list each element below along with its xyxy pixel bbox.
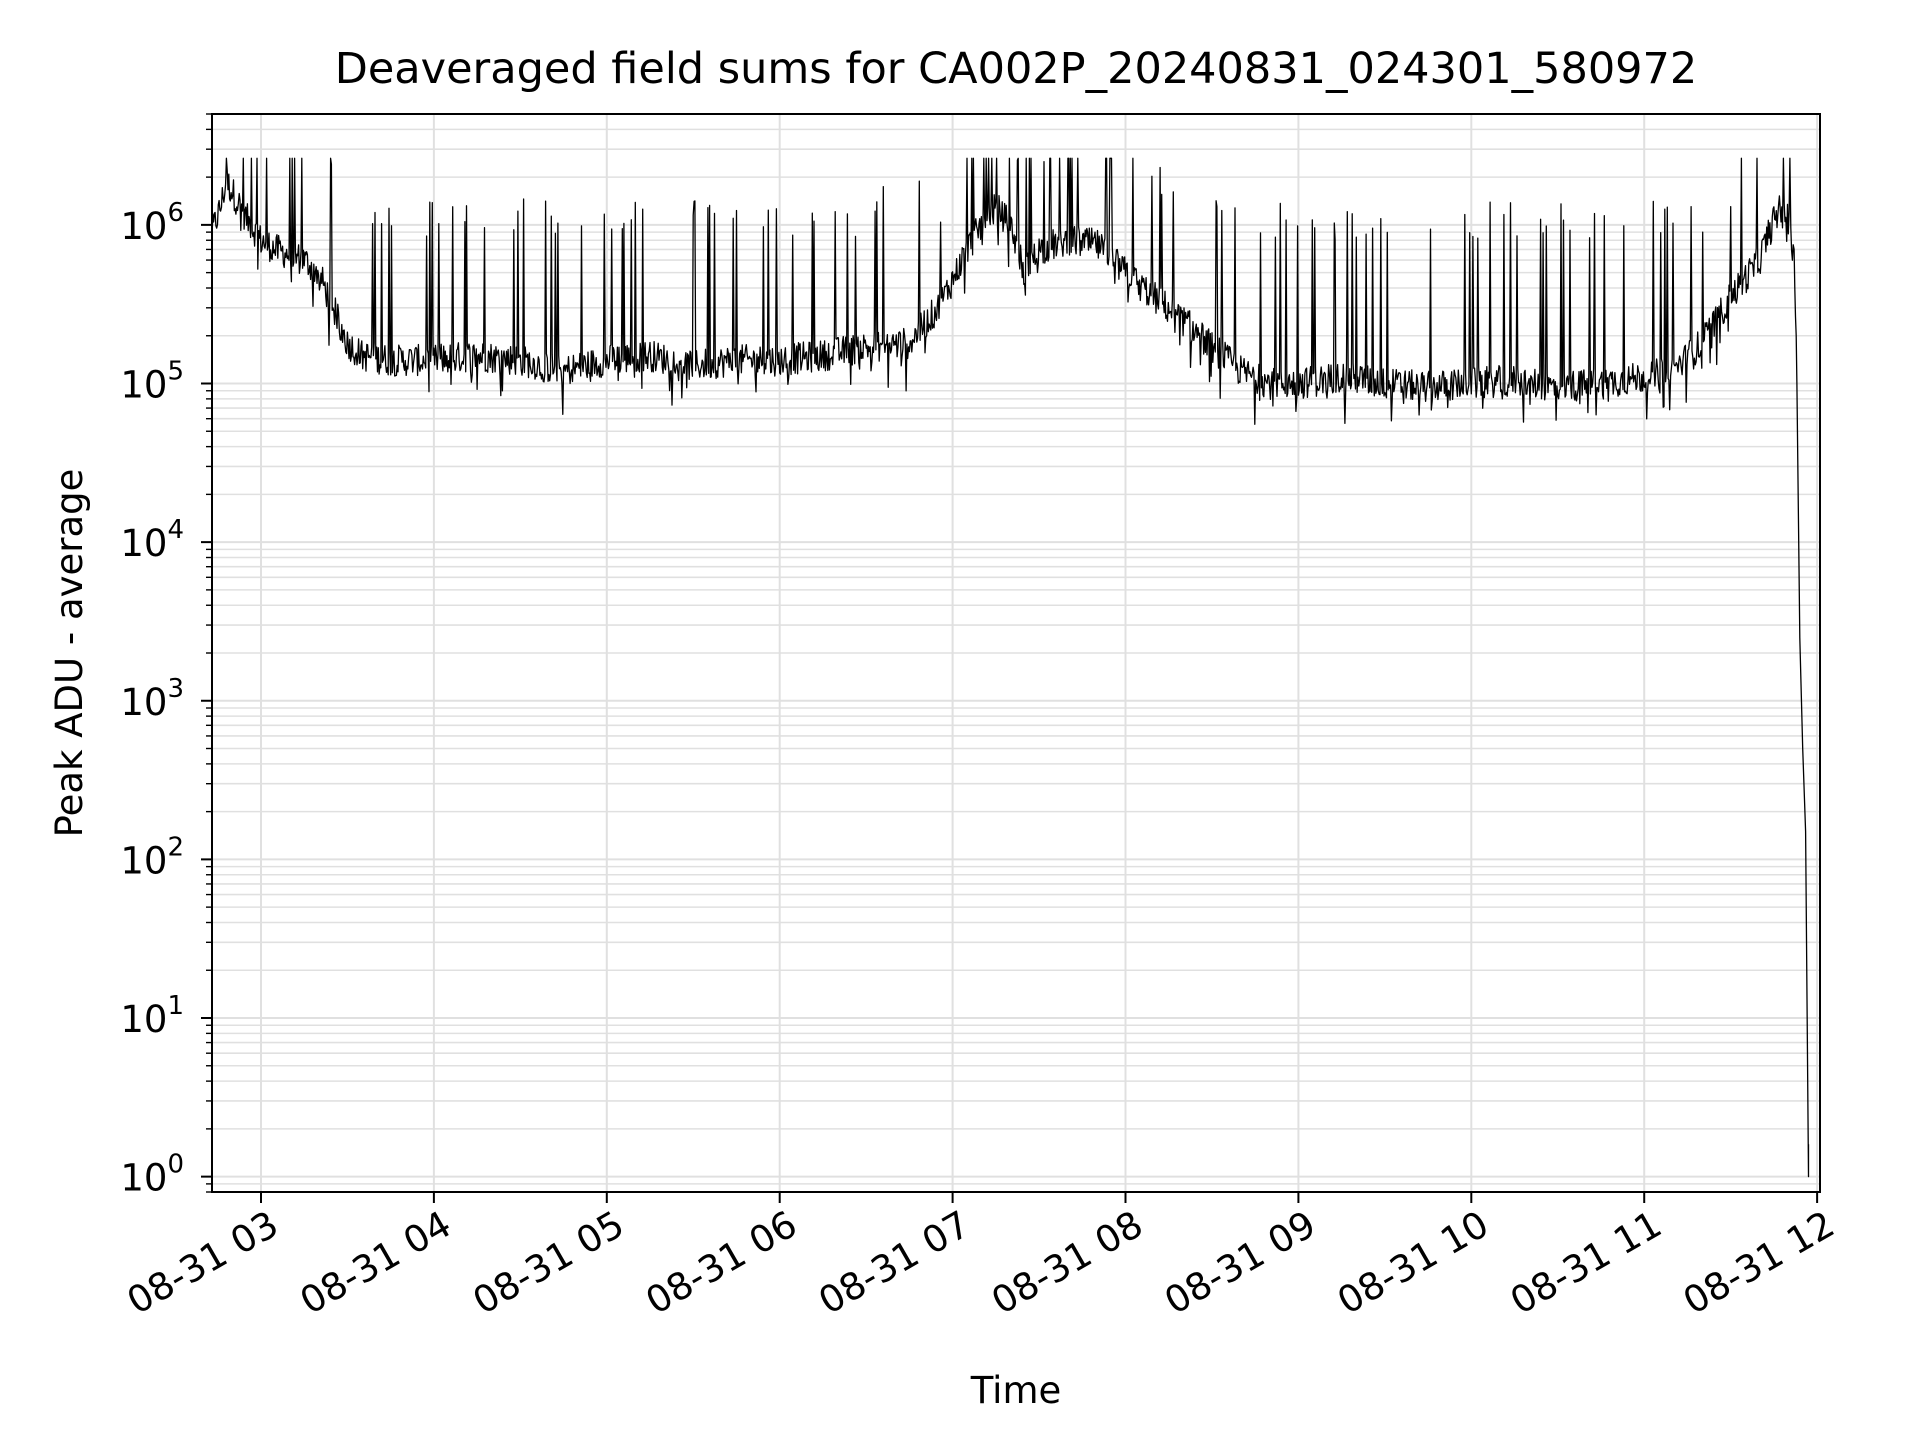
- chart-title: Deaveraged field sums for CA002P_2024083…: [335, 44, 1698, 94]
- x-axis-label: Time: [970, 1369, 1062, 1412]
- series-line: [211, 157, 1810, 1178]
- y-tick-exponent: 3: [167, 674, 184, 704]
- y-tick-exponent: 6: [167, 198, 184, 228]
- y-axis-label: Peak ADU - average: [48, 469, 91, 838]
- y-tick-exponent: 5: [167, 357, 184, 387]
- minor-grid: [212, 113, 1820, 1193]
- y-tick-exponent: 1: [167, 991, 184, 1021]
- y-tick-exponent: 0: [167, 1150, 184, 1180]
- y-tick-exponent: 4: [167, 515, 184, 545]
- y-tick-exponent: 2: [167, 832, 184, 862]
